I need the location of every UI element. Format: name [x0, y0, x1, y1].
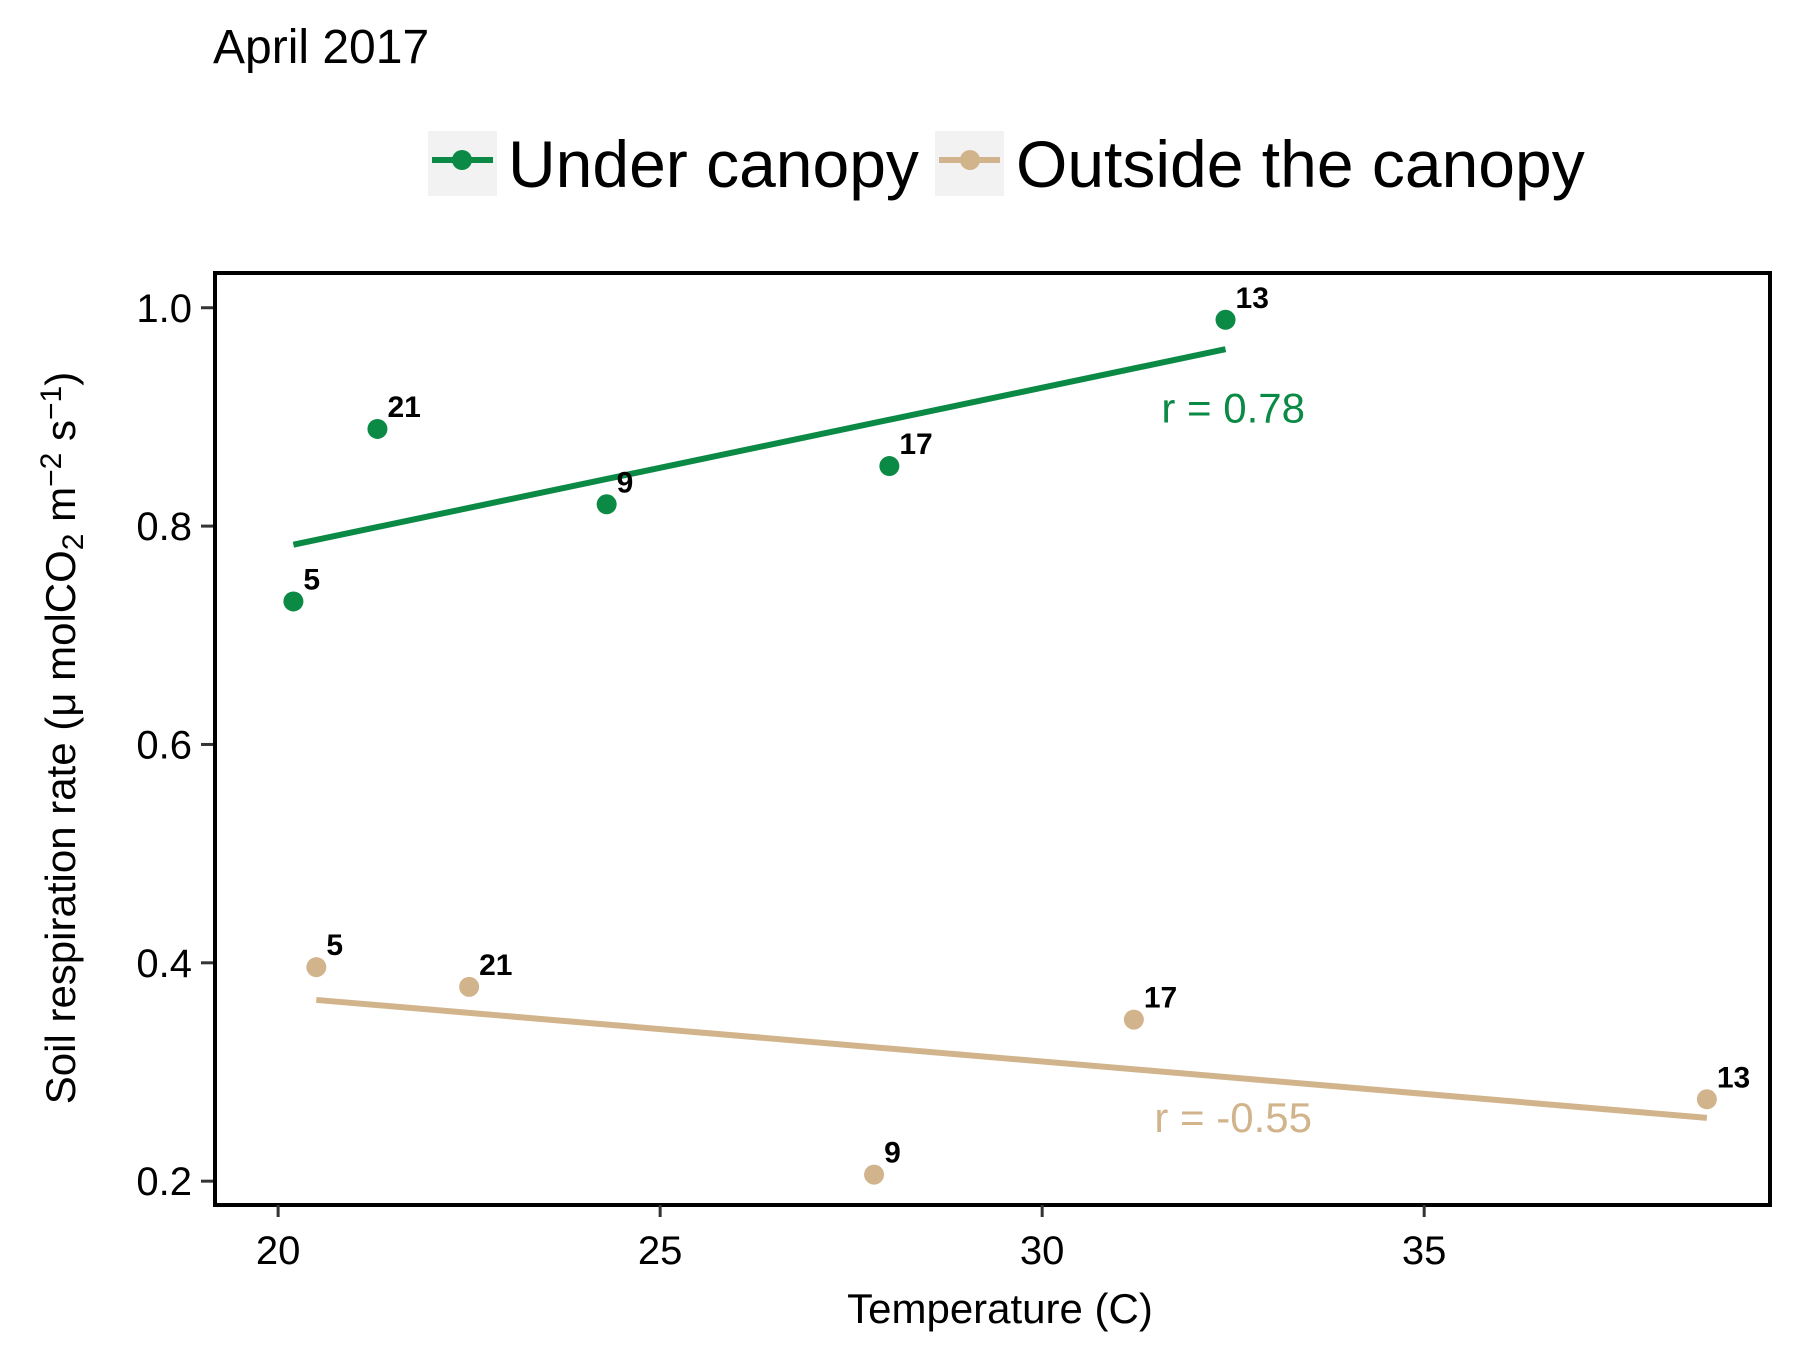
legend-label-outside-canopy: Outside the canopy [1016, 127, 1585, 201]
y-axis-title: Soil respiration rate (μ molCO2 m−2 s−1) [35, 372, 90, 1105]
legend-item-outside-canopy: Outside the canopy [935, 127, 1585, 201]
data-point [864, 1164, 885, 1185]
data-label: 17 [1144, 982, 1177, 1015]
x-tick-label: 20 [256, 1229, 301, 1273]
y-axis-title-prefix: Soil respiration rate ( [37, 717, 84, 1105]
y-tick-label: 0.2 [136, 1160, 192, 1204]
data-point [367, 418, 388, 439]
data-label: 13 [1717, 1061, 1750, 1094]
y-axis-title-mu: μ [37, 693, 84, 717]
data-label: 9 [617, 466, 634, 499]
x-tick-label: 30 [1020, 1229, 1065, 1273]
data-label: 13 [1236, 282, 1269, 315]
x-tick-label: 35 [1402, 1229, 1447, 1273]
data-point [596, 494, 617, 515]
series-1: 5 21 9 17 13 r = -0.55 [306, 929, 1750, 1185]
legend: Under canopy Outside the canopy [428, 127, 1585, 201]
data-point [1215, 309, 1236, 330]
y-tick-label: 1.0 [136, 287, 192, 331]
y-tick-label: 0.4 [136, 942, 192, 986]
legend-point-outside-canopy [960, 150, 980, 170]
data-point [1123, 1009, 1144, 1030]
legend-point-under-canopy [452, 150, 472, 170]
series-0: 5 21 9 17 13 r = 0.78 [283, 282, 1305, 612]
trend-line [316, 996, 1708, 1121]
y-tick-label: 0.8 [136, 505, 192, 549]
data-point [283, 591, 304, 612]
y-axis-title-s: s [37, 420, 84, 453]
data-point [1696, 1089, 1717, 1110]
y-axis-title-mol: molCO [37, 550, 84, 692]
legend-label-under-canopy: Under canopy [508, 127, 919, 201]
y-axis-title-m: m [37, 487, 84, 534]
trend-line [292, 346, 1227, 548]
y-tick-label: 0.6 [136, 723, 192, 767]
data-label: 9 [884, 1137, 901, 1170]
data-label: 5 [326, 929, 343, 962]
chart-title: April 2017 [213, 21, 429, 74]
y-axis-title-sub: 2 [57, 534, 90, 551]
data-label: 21 [387, 391, 420, 424]
y-axis-title-close: ) [37, 372, 84, 386]
series-layer: 5 21 9 17 13 r = 0.78 5 21 9 17 13 r = -0.55 [283, 282, 1750, 1185]
plot-panel [213, 271, 1772, 1207]
data-label: 17 [899, 428, 932, 461]
data-point [306, 957, 327, 978]
y-axis: 0.2 0.4 0.6 0.8 1.0 [136, 287, 213, 1204]
x-tick-label: 25 [638, 1229, 683, 1273]
correlation-label: r = 0.78 [1161, 384, 1305, 431]
correlation-label: r = -0.55 [1154, 1094, 1312, 1141]
x-axis: 20 25 30 35 [256, 1205, 1447, 1273]
y-axis-title-sup2: −1 [35, 386, 68, 420]
data-label: 5 [303, 563, 320, 596]
x-axis-title: Temperature (C) [847, 1285, 1153, 1332]
data-label: 21 [479, 949, 512, 982]
data-point [459, 976, 480, 997]
y-axis-title-sup1: −2 [35, 453, 68, 487]
data-point [879, 456, 900, 477]
legend-item-under-canopy: Under canopy [428, 127, 919, 201]
